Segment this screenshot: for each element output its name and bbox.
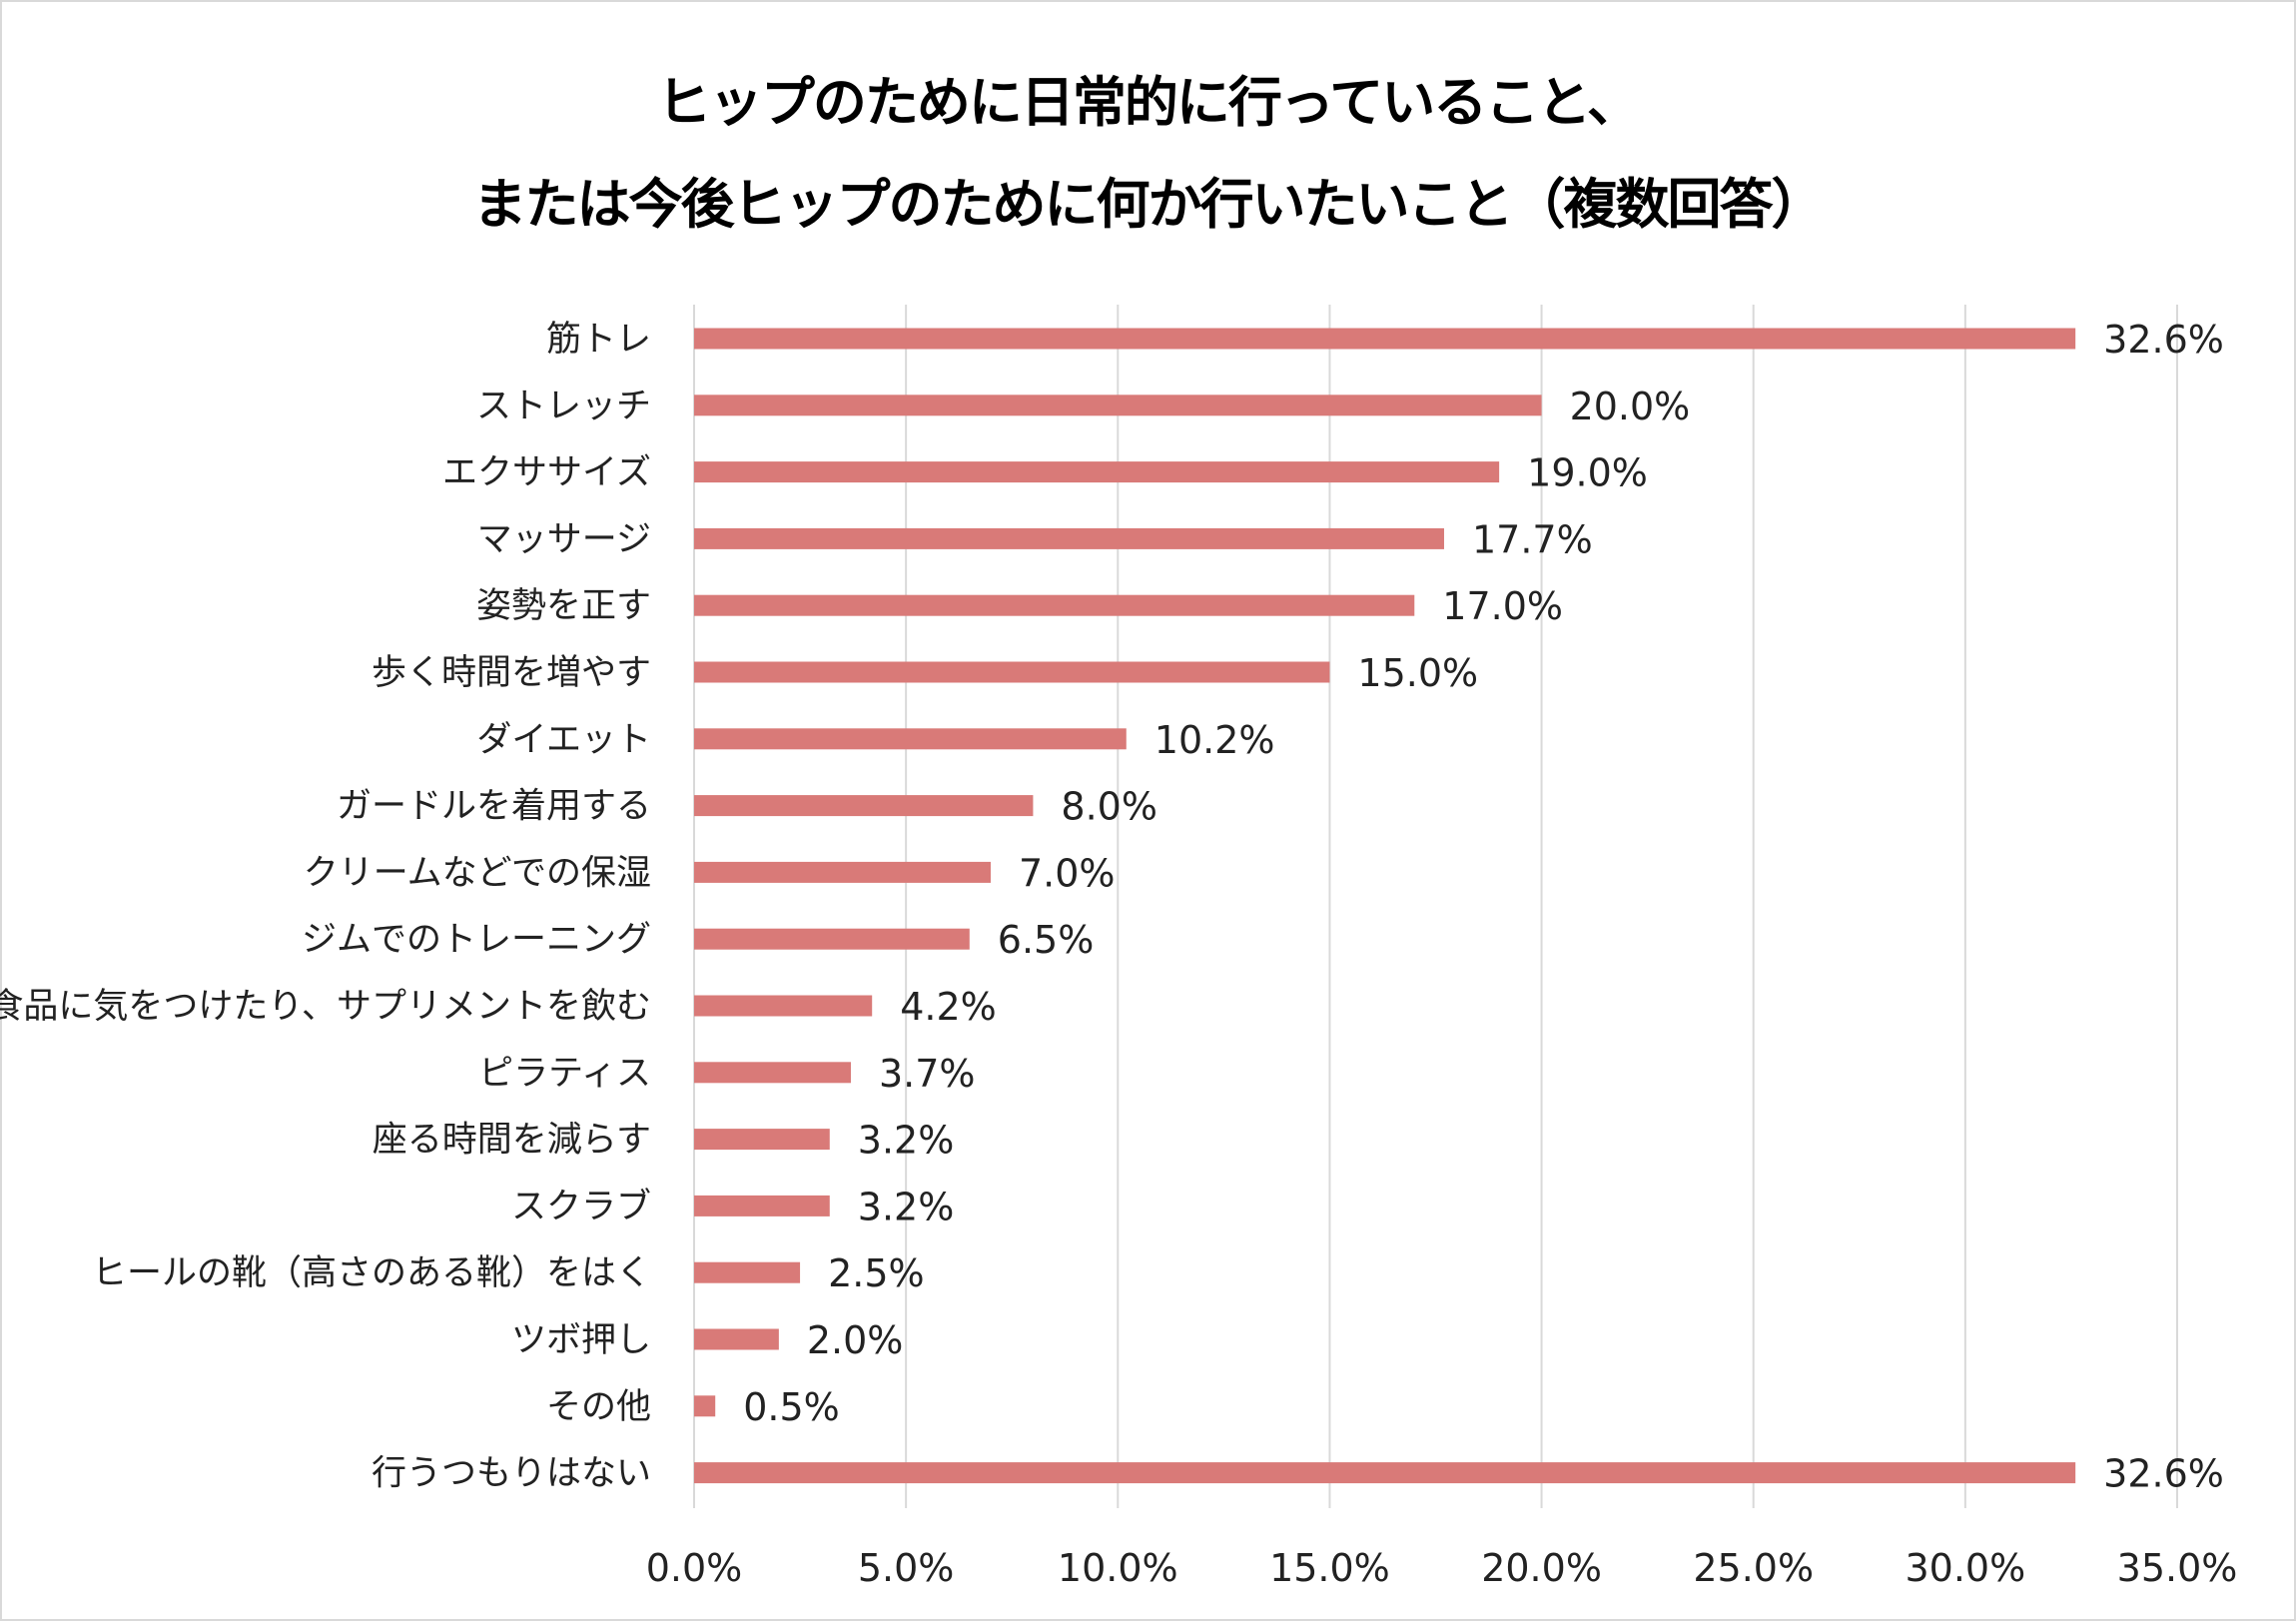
category-label: 食品に気をつけたり、サプリメントを飲む xyxy=(0,987,651,1027)
category-label: ストレッチ xyxy=(476,387,651,426)
category-label: 筋トレ xyxy=(546,320,651,360)
bar xyxy=(694,928,970,950)
bar xyxy=(694,1328,779,1350)
bar xyxy=(694,661,1330,683)
data-label: 3.2% xyxy=(858,1185,955,1228)
chart-title-line-1: ヒップのために日常的に行っていること、 xyxy=(656,71,1641,134)
data-label: 6.5% xyxy=(998,918,1095,962)
bar xyxy=(694,328,2076,350)
category-label: 姿勢を正す xyxy=(476,586,651,626)
x-tick-label: 15.0% xyxy=(1269,1546,1390,1590)
bar xyxy=(694,395,1542,416)
category-label: ガードルを着用する xyxy=(337,787,651,827)
bar xyxy=(694,461,1500,483)
category-label: 歩く時間を増やす xyxy=(372,653,651,693)
category-label: マッサージ xyxy=(477,519,651,559)
bar xyxy=(694,1129,830,1151)
data-label: 15.0% xyxy=(1357,651,1478,695)
data-label: 32.6% xyxy=(2103,318,2224,362)
category-label: ツボ押し xyxy=(511,1320,651,1360)
x-tick-label: 10.0% xyxy=(1058,1546,1178,1590)
x-tick-label: 20.0% xyxy=(1481,1546,1602,1590)
category-label: ダイエット xyxy=(476,720,651,760)
data-label: 3.2% xyxy=(858,1119,955,1163)
bar xyxy=(694,594,1415,616)
data-label: 7.0% xyxy=(1019,851,1116,895)
data-label: 19.0% xyxy=(1527,451,1648,495)
bar xyxy=(694,527,1444,549)
data-label: 20.0% xyxy=(1570,385,1691,428)
bar xyxy=(694,861,991,883)
data-label: 17.0% xyxy=(1442,584,1563,628)
category-label: 行うつもりはない xyxy=(372,1454,651,1494)
category-label: ピラティス xyxy=(478,1054,651,1094)
x-tick-label: 35.0% xyxy=(2117,1546,2238,1590)
bar xyxy=(694,795,1034,817)
category-label: スクラブ xyxy=(511,1187,651,1226)
bar xyxy=(694,728,1127,750)
data-label: 10.2% xyxy=(1154,718,1275,762)
category-label: その他 xyxy=(546,1387,651,1427)
category-label: クリームなどでの保湿 xyxy=(304,853,651,893)
x-tick-label: 30.0% xyxy=(1905,1546,2025,1590)
data-label: 17.7% xyxy=(1472,517,1593,561)
x-tick-label: 0.0% xyxy=(646,1546,743,1590)
category-label: 座る時間を減らす xyxy=(373,1121,651,1161)
data-label: 32.6% xyxy=(2103,1452,2224,1496)
data-label: 0.5% xyxy=(743,1385,840,1429)
bar xyxy=(694,1261,801,1283)
data-label: 2.0% xyxy=(807,1318,904,1362)
data-label: 4.2% xyxy=(900,985,997,1029)
category-label: エクササイズ xyxy=(442,453,651,493)
x-tick-label: 5.0% xyxy=(858,1546,955,1590)
category-label: ジムでのトレーニング xyxy=(302,920,651,960)
data-label: 3.7% xyxy=(879,1052,976,1096)
x-tick-label: 25.0% xyxy=(1693,1546,1814,1590)
bar xyxy=(694,1462,2076,1484)
data-label: 8.0% xyxy=(1061,785,1157,829)
bar xyxy=(694,1195,830,1216)
data-label: 2.5% xyxy=(828,1251,925,1295)
bar xyxy=(694,1062,851,1084)
bar xyxy=(694,1395,716,1417)
bar xyxy=(694,995,873,1017)
chart-title-line-2: または今後ヒップのために何か行いたいこと（複数回答） xyxy=(472,173,1826,236)
category-label: ヒールの靴（高さのある靴）をはく xyxy=(92,1253,651,1293)
